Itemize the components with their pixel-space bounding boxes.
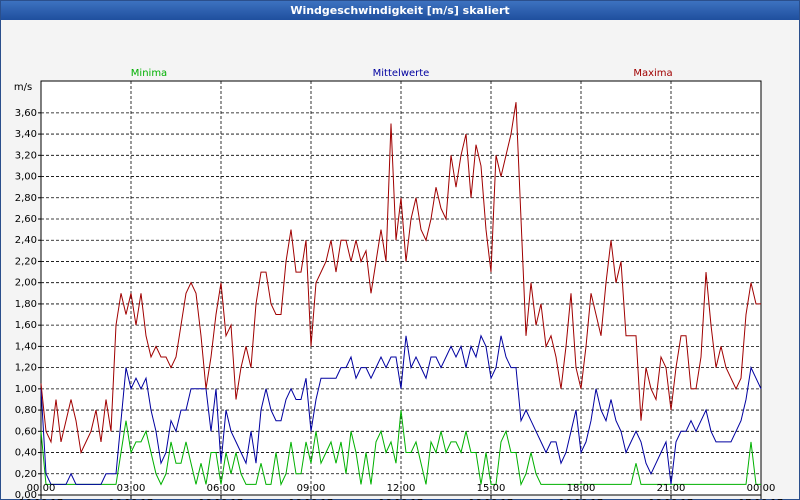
x-tick-label: 03:00 16.10.17 [109,483,154,500]
legend-entry: Maxima [633,68,672,79]
y-tick-label: 3,60 [15,108,37,119]
y-tick-label: 0,00 [15,490,37,499]
y-tick-label: 1,20 [15,363,37,374]
y-tick-label: 2,20 [15,256,37,267]
y-tick-label: 1,80 [15,299,37,310]
window-title: Windgeschwindigkeit [m/s] skaliert [1,1,799,20]
x-tick-label: 06:00 16.10.17 [199,483,244,500]
x-tick-label: 21:00 16.10.17 [649,483,694,500]
legend-entry: Minima [131,68,167,79]
y-axis-label: m/s [14,82,32,93]
y-tick-label: 0,20 [15,469,37,480]
x-tick-label: 18:00 16.10.17 [559,483,604,500]
x-tick-label: 15:00 16.10.17 [469,483,514,500]
y-tick-label: 2,00 [15,278,37,289]
y-tick-label: 2,40 [15,235,37,246]
y-tick-label: 3,00 [15,172,37,183]
y-tick-label: 3,20 [15,150,37,161]
x-tick-label: 00:00 17.10.17 [739,483,784,500]
chart: m/s 0,00 0,20 0,40 0,60 0,80 1,00 1,20 1,40 1,60… [14,68,762,499]
y-tick-label: 2,60 [15,214,37,225]
x-tick-label: 12:00 16.10.17 [379,483,424,500]
y-tick-label: 0,80 [15,405,37,416]
x-tick-label: 09:00 16.10.17 [289,483,334,500]
y-tick-label: 3,40 [15,129,37,140]
x-tick-label: 00:00 16.10.17 [19,483,64,500]
y-tick-label: 1,00 [15,384,37,395]
plot-border [40,80,762,496]
series-line [40,102,761,455]
y-tick-label: 2,80 [15,193,37,204]
series-line [40,334,762,485]
legend-entry: Mittelwerte [373,68,430,79]
y-tick-label: 0,60 [15,426,37,437]
y-tick-label: 1,40 [15,341,37,352]
y-tick-label: 1,60 [15,320,37,331]
series-line [40,410,761,487]
y-tick-label: 0,40 [15,448,37,459]
